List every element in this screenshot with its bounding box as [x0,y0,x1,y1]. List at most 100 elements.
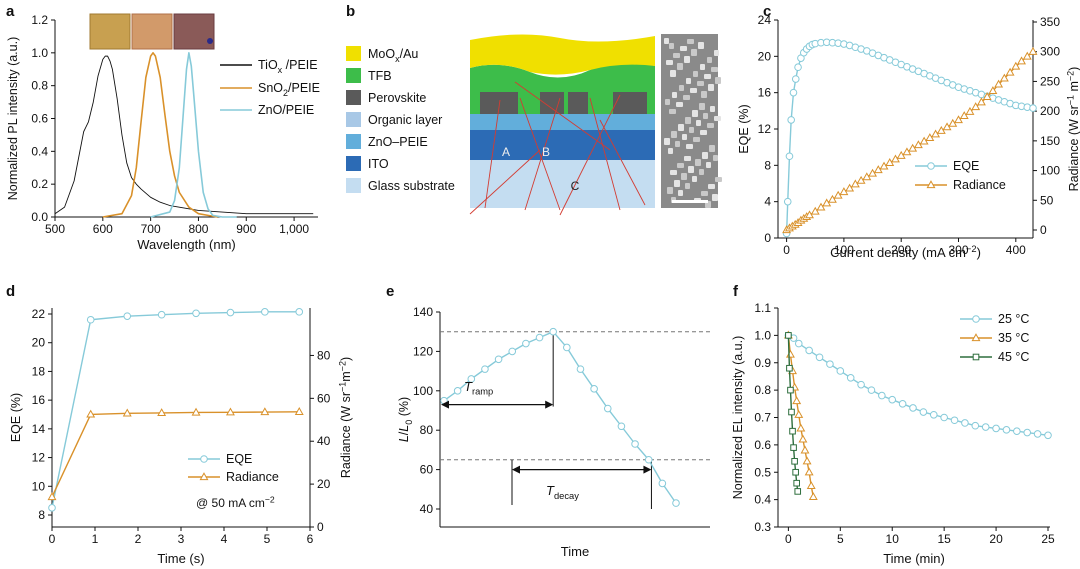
data-point [295,308,304,316]
data-point [576,365,585,373]
series-line [102,52,218,218]
sem-grain [690,88,697,93]
data-point [790,444,797,451]
legend-label: Radiance [953,178,1006,192]
y-tick-label: 0.2 [31,177,48,191]
x-axis-title: Time (s) [157,551,204,566]
ray-marker-B: B [542,145,550,159]
data-point [658,479,667,488]
x-axis-title: Time (min) [883,551,945,566]
data-point [481,365,489,373]
data-point [888,395,897,404]
data-point [804,467,814,476]
text-part: Glass substrate [368,179,455,193]
sem-grain [707,57,712,63]
data-point [806,481,816,490]
data-point [909,404,917,412]
x-tick-label: 1,000 [279,222,309,236]
y-tick-label: 140 [413,305,433,319]
data-point [192,309,200,318]
text-part: ) [977,245,981,260]
data-point [191,407,201,416]
y-tick-label: 8 [764,158,771,172]
y-tick-label: 1.2 [31,13,48,27]
sem-grain [698,42,704,49]
series-line [51,411,300,498]
x-tick-label: 400 [1006,243,1026,257]
y2-tick-label: 0 [1040,223,1047,237]
data-point [672,499,680,507]
data-point [805,346,813,355]
data-point [976,97,986,106]
sem-grain [697,81,704,86]
x-tick-label: 900 [236,222,256,236]
data-point [971,421,980,430]
data-point [1044,431,1052,440]
data-point [86,315,95,324]
text-part: /PEIE [288,81,320,95]
y2-tick-label: 100 [1040,164,1060,178]
sem-grain [683,95,690,100]
annotation: @ 50 mA cm−2 [196,494,275,510]
data-point [826,360,834,368]
data-point [590,385,598,393]
data-point [802,456,812,465]
ramp-label: Tramp [464,379,493,397]
text-part: SnO [258,81,283,95]
x-tick-label: 300 [948,243,968,257]
data-point [787,116,795,124]
series-line [787,335,799,492]
data-point [261,308,269,316]
y-axis-title: L/L0 (%) [397,397,414,442]
sem-grain [679,85,684,91]
text-part: −1 [337,382,347,392]
sem-grain [685,117,691,124]
data-point [1023,428,1032,437]
layer-label: Organic layer [368,113,442,127]
scale-bar [672,200,708,203]
y-tick-label: 20 [32,336,46,350]
legend-label: EQE [226,452,252,466]
y-tick-label: 80 [420,423,434,437]
sem-grain [714,50,719,56]
y-tick-label: 1.1 [754,301,771,315]
light-ray [524,97,561,211]
x-tick-label: 4 [221,532,228,546]
light-ray [514,81,611,151]
panel-label-c: c [763,3,771,20]
y-tick-label: 0.6 [31,112,48,126]
data-point [994,79,1004,88]
perovskite-grain [613,92,647,114]
x-tick-label: 1 [92,532,99,546]
y-tick-label: 0.8 [754,383,771,397]
ray-marker-C: C [571,179,580,193]
y-tick-label: 0.6 [754,438,771,452]
sem-grain [700,130,707,135]
data-point [122,408,132,417]
data-point [603,404,612,413]
data-point [815,353,824,362]
perovskite-grain [480,92,518,114]
sem-grain [675,141,680,147]
glass-layer [470,160,655,208]
layer-label: Perovskite [368,91,426,105]
decay-arrow-head-left [512,465,520,474]
text-part: m [339,371,353,381]
y-tick-label: 0.8 [31,79,48,93]
sem-grain [670,70,676,77]
light-ray [589,97,621,211]
data-point [940,413,948,422]
data-point [260,407,270,416]
sem-grain [691,49,697,56]
data-point [982,92,992,100]
y-tick-label: 10 [32,479,46,493]
sem-grain [684,56,690,63]
text-part: TFB [368,69,392,83]
light-ray [599,119,646,206]
panel-label-d: d [6,283,15,300]
y-tick-label: 0.0 [31,210,48,224]
text-part: −2 [1065,71,1075,81]
legend-swatch [346,156,361,171]
data-point [549,327,557,336]
